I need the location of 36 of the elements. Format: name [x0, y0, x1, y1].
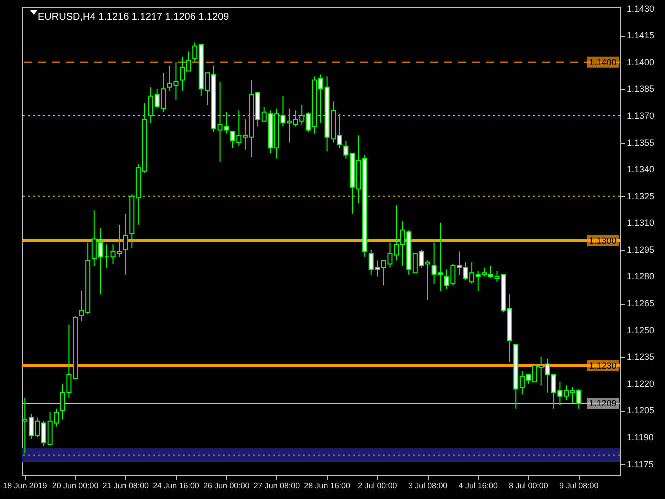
- y-tick-label: 1.1400: [627, 57, 655, 68]
- x-tick-label: 3 Jul 08:00: [408, 482, 448, 490]
- ref-line-label: 1.1209: [589, 398, 617, 409]
- chart-title: EURUSD,H4 1.1216 1.1217 1.1206 1.1209: [38, 12, 230, 23]
- x-tick-label: 4 Jul 16:00: [458, 482, 498, 490]
- y-tick-label: 1.1265: [627, 298, 655, 309]
- y-tick-label: 1.1295: [627, 244, 655, 255]
- y-tick-label: 1.1430: [627, 4, 655, 14]
- x-tick-label: 20 Jun 00:00: [52, 482, 100, 490]
- ref-line-label: 1.1400: [589, 57, 617, 68]
- x-tick-label: 21 Jun 08:00: [102, 482, 150, 490]
- x-tick-label: 27 Jun 08:00: [254, 482, 301, 490]
- y-tick-label: 1.1220: [627, 378, 655, 389]
- y-tick-label: 1.1175: [627, 459, 654, 470]
- y-tick-label: 1.1325: [627, 191, 655, 202]
- x-tick-label: 18 Jun 2019: [3, 482, 48, 490]
- ref-line-label: 1.1230: [589, 361, 617, 372]
- y-tick-label: 1.1340: [627, 164, 655, 175]
- y-tick-label: 1.1370: [627, 110, 655, 121]
- y-tick-label: 1.1415: [627, 30, 655, 41]
- y-tick-label: 1.1250: [627, 325, 655, 336]
- y-tick-label: 1.1280: [627, 272, 655, 282]
- y-tick-label: 1.1385: [627, 84, 655, 94]
- y-tick-label: 1.1190: [627, 432, 654, 442]
- ref-line-label: 1.1300: [589, 236, 617, 246]
- x-tick-label: 2 Jul 00:00: [358, 482, 398, 490]
- candlestick: [123, 214, 128, 276]
- y-tick-label: 1.1205: [627, 406, 655, 416]
- y-tick-label: 1.1355: [627, 138, 655, 148]
- x-tick-label: 26 Jun 00:00: [203, 482, 250, 490]
- x-tick-label: 8 Jul 00:00: [509, 482, 549, 490]
- y-tick-label: 1.1235: [627, 352, 655, 362]
- x-tick-label: 24 Jun 16:00: [153, 482, 200, 490]
- x-tick-label: 28 Jun 16:00: [304, 482, 351, 490]
- x-tick-label: 9 Jul 08:00: [560, 482, 600, 490]
- y-tick-label: 1.1310: [627, 218, 655, 228]
